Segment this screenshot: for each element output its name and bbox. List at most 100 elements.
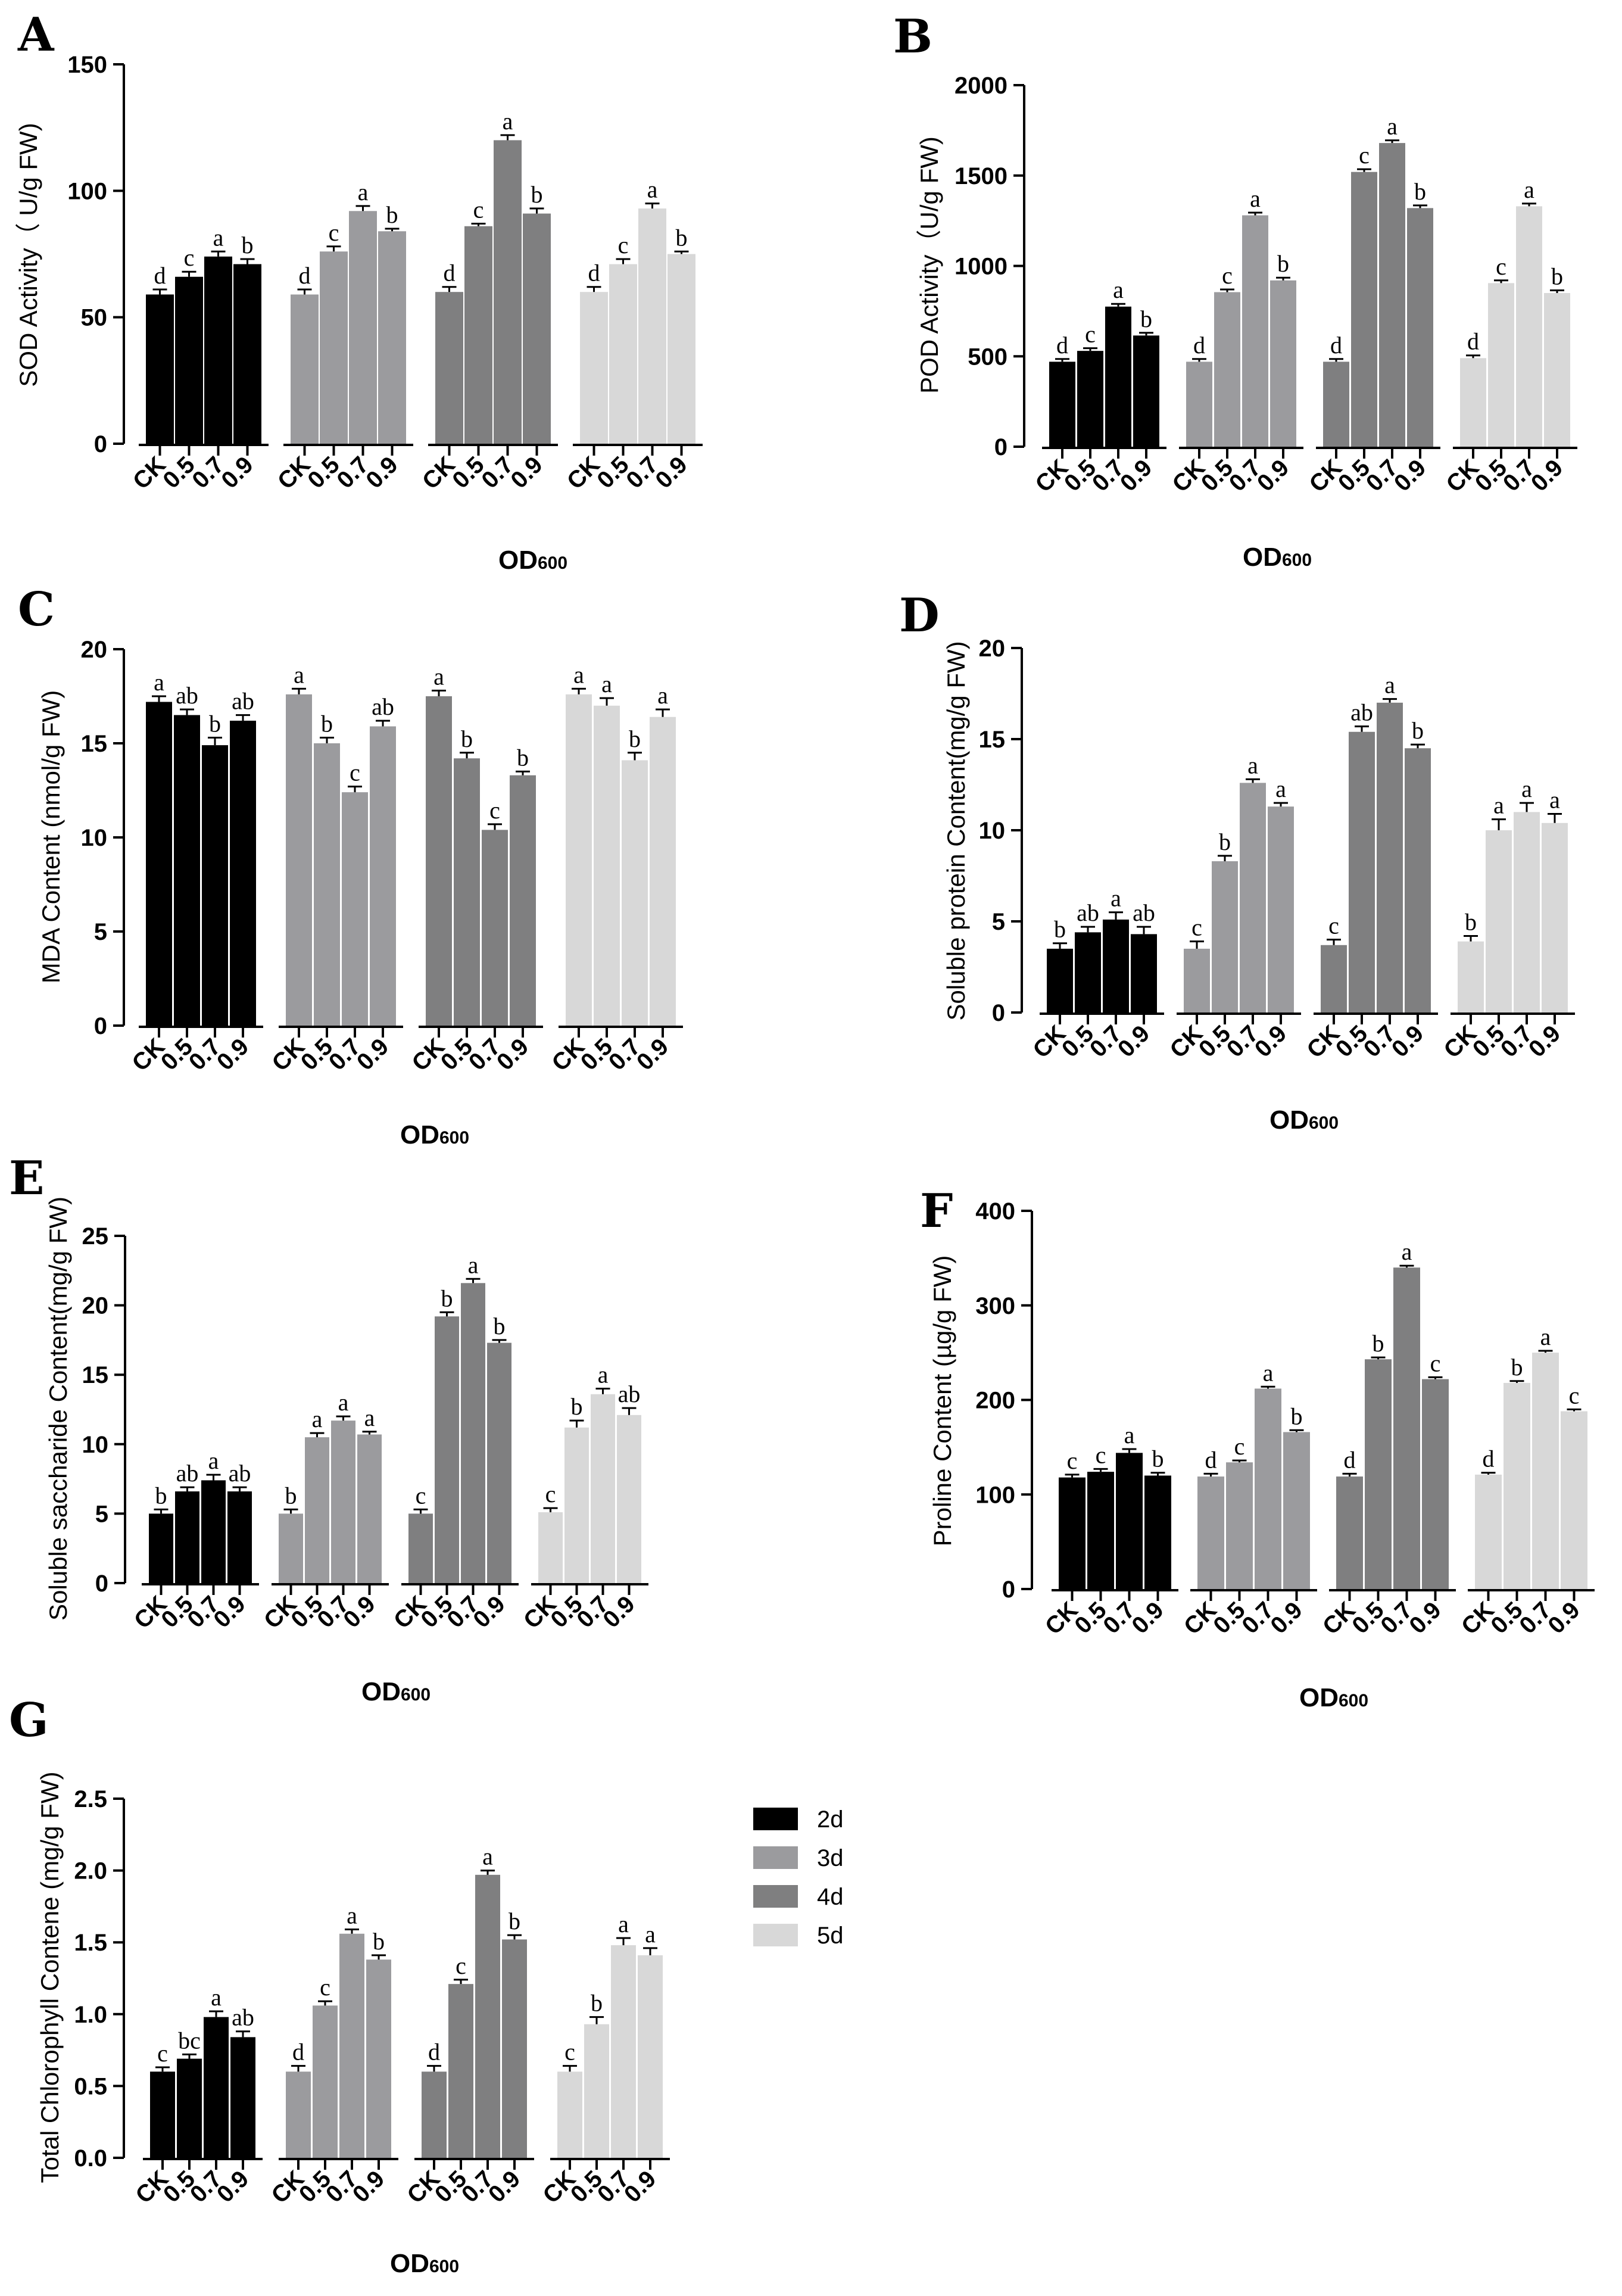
bar-2d-0.7 <box>204 2017 229 2158</box>
y-axis-label: Soluble saccharide Content(mg/g FW) <box>44 1197 72 1621</box>
significance-letter: b <box>531 181 543 208</box>
bar-2d-CK <box>146 702 172 1026</box>
bar-4d-0.5 <box>1351 172 1377 447</box>
bar-2d-0.9 <box>230 2037 255 2158</box>
significance-letter: b <box>441 1285 453 1311</box>
bar-3d-CK <box>286 694 312 1026</box>
panel-f: F 0 100 200 300 400 Proline Content (µg/g FW) c… <box>920 1184 1595 1712</box>
bar-2d-0.9 <box>1131 934 1157 1013</box>
x-tick-label: 0.9 <box>484 2166 525 2207</box>
bar-3d-0.5 <box>1226 1462 1253 1589</box>
bar-2d-0.7 <box>1103 919 1129 1013</box>
x-tick-label: 0.9 <box>212 1033 254 1075</box>
significance-letter: c <box>564 2039 575 2066</box>
significance-letter: b <box>155 1482 167 1509</box>
bar-5d-0.5 <box>584 2024 609 2158</box>
y-tick-label: 15 <box>81 731 108 757</box>
significance-letter: d <box>588 260 600 286</box>
panel-letter: F <box>920 1184 953 1238</box>
y-tick-label: 150 <box>67 52 107 78</box>
bar-4d-CK <box>408 1513 433 1583</box>
bar-2d-0.7 <box>201 1480 226 1583</box>
significance-letter: d <box>154 262 166 289</box>
significance-letter: a <box>503 108 513 135</box>
y-tick-label: 2.5 <box>74 1786 107 1812</box>
significance-letter: b <box>591 1990 603 2017</box>
x-axis-label: OD600 <box>498 546 567 575</box>
x-tick-label: 0.9 <box>1127 1597 1168 1638</box>
bar-3d-0.7 <box>331 1420 355 1583</box>
y-tick-label: 25 <box>82 1223 109 1250</box>
bar-3d-0.9 <box>370 726 396 1026</box>
significance-letter: b <box>494 1313 506 1339</box>
significance-letter: b <box>1465 908 1477 935</box>
significance-letter: c <box>1096 1441 1106 1468</box>
bar-5d-0.9 <box>638 1955 663 2158</box>
y-tick-label: 20 <box>82 1293 109 1319</box>
significance-letter: a <box>208 1447 219 1474</box>
x-axis-label: OD600 <box>1299 1683 1368 1712</box>
legend-swatch-4d <box>753 1885 798 1908</box>
y-tick-label: 1000 <box>955 254 1007 280</box>
significance-letter: c <box>618 232 629 258</box>
significance-letter: a <box>433 663 444 690</box>
y-tick-label: 100 <box>67 178 107 204</box>
y-tick-label: 0.5 <box>74 2073 107 2099</box>
bar-4d-0.9 <box>502 1939 527 2158</box>
bar-5d-CK <box>566 694 592 1026</box>
bar-5d-0.7 <box>611 1945 636 2158</box>
significance-letter: c <box>1085 321 1096 348</box>
bar-4d-CK <box>1336 1476 1363 1589</box>
bar-3d-0.5 <box>305 1437 329 1583</box>
y-tick-label: 0 <box>94 1013 107 1039</box>
significance-letter: ab <box>229 1460 251 1487</box>
significance-letter: a <box>1275 775 1286 802</box>
significance-letter: d <box>1483 1445 1495 1472</box>
panel-e: E 0 5 10 15 20 25 Soluble saccharide Content(mg… <box>9 1151 648 1706</box>
significance-letter: d <box>1205 1446 1217 1473</box>
y-tick-label: 0 <box>1002 1577 1015 1603</box>
x-tick-label: 0.9 <box>598 1591 640 1633</box>
significance-letter: a <box>1250 185 1261 212</box>
bar-4d-0.5 <box>464 226 492 444</box>
bar-3d-CK <box>291 294 319 444</box>
bar-4d-0.9 <box>1405 748 1431 1013</box>
bar-2d-0.7 <box>202 745 228 1026</box>
bar-5d-CK <box>1475 1474 1502 1589</box>
significance-letter: c <box>157 2040 168 2067</box>
y-tick-label: 1.0 <box>74 2002 107 2028</box>
significance-letter: a <box>1111 885 1121 912</box>
significance-letter: c <box>1359 142 1370 169</box>
bar-4d-0.9 <box>1422 1379 1449 1589</box>
x-axis-label: OD600 <box>390 2249 459 2278</box>
bar-5d-0.5 <box>594 705 620 1026</box>
x-tick-label: 0.9 <box>1250 1020 1292 1062</box>
significance-letter: b <box>386 201 398 228</box>
legend-swatch-2d <box>753 1808 798 1830</box>
bar-4d-0.5 <box>448 1984 473 2158</box>
significance-letter: ab <box>176 682 198 709</box>
significance-letter: c <box>1222 262 1233 289</box>
bar-5d-0.7 <box>1514 812 1540 1013</box>
significance-letter: c <box>473 197 484 223</box>
bar-5d-CK <box>580 292 608 444</box>
y-tick-label: 2000 <box>955 73 1007 99</box>
bar-4d-0.5 <box>435 1316 459 1583</box>
x-tick-label: 0.9 <box>619 2166 661 2207</box>
y-tick-label: 200 <box>975 1388 1015 1414</box>
bar-2d-0.5 <box>175 1491 199 1583</box>
bar-4d-0.9 <box>487 1342 511 1583</box>
bar-5d-0.7 <box>638 208 666 444</box>
bar-5d-0.5 <box>1504 1382 1530 1589</box>
bar-5d-0.5 <box>1488 283 1514 447</box>
significance-letter: ab <box>1133 899 1155 926</box>
significance-letter: a <box>347 1902 357 1929</box>
x-tick-label: 0.9 <box>352 1033 394 1075</box>
y-tick-label: 0 <box>95 1571 108 1597</box>
bar-5d-0.7 <box>622 760 648 1026</box>
significance-letter: b <box>676 224 688 251</box>
panel-letter: G <box>9 1693 49 1747</box>
bar-4d-0.7 <box>475 1874 500 2158</box>
y-axis-label: Total Chlorophyll Contene (mg/g FW) <box>36 1772 64 2183</box>
